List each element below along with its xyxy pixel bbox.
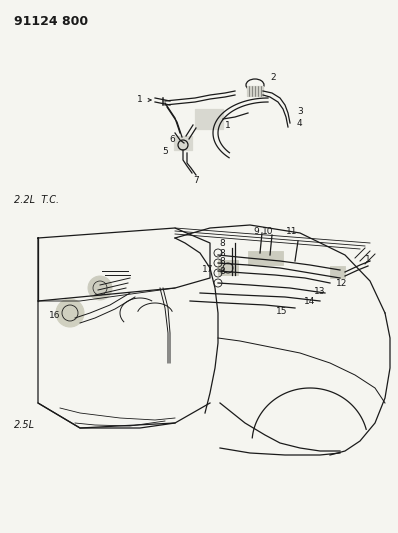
Text: 2.2L  T.C.: 2.2L T.C. [14,195,59,205]
Bar [174,136,192,150]
Text: 8: 8 [219,257,225,266]
Text: 17: 17 [202,265,214,274]
Bar [330,266,345,278]
Text: 8: 8 [219,248,225,257]
Text: 5: 5 [162,147,168,156]
Text: 16: 16 [49,311,61,319]
Text: 12: 12 [336,279,348,287]
Circle shape [88,276,112,300]
Text: 2: 2 [270,74,276,83]
Text: 1: 1 [225,120,231,130]
Text: 1: 1 [137,95,151,104]
Text: 13: 13 [314,287,326,295]
Bar [195,109,223,129]
Text: 10: 10 [262,227,274,236]
Bar [247,86,263,96]
Text: 6: 6 [169,135,175,144]
Text: 11: 11 [286,227,298,236]
Text: 2.5L: 2.5L [14,420,35,430]
Circle shape [56,299,84,327]
Text: 8: 8 [219,268,225,277]
Text: 3: 3 [297,107,303,116]
Bar [218,260,238,275]
Text: 9: 9 [253,227,259,236]
Text: 14: 14 [304,296,316,305]
Text: 4: 4 [297,118,302,127]
Text: 91124 800: 91124 800 [14,15,88,28]
Bar [248,251,283,265]
Text: 8: 8 [219,238,225,247]
Text: 1: 1 [365,254,371,263]
Text: 15: 15 [276,306,288,316]
Text: 7: 7 [193,176,199,185]
